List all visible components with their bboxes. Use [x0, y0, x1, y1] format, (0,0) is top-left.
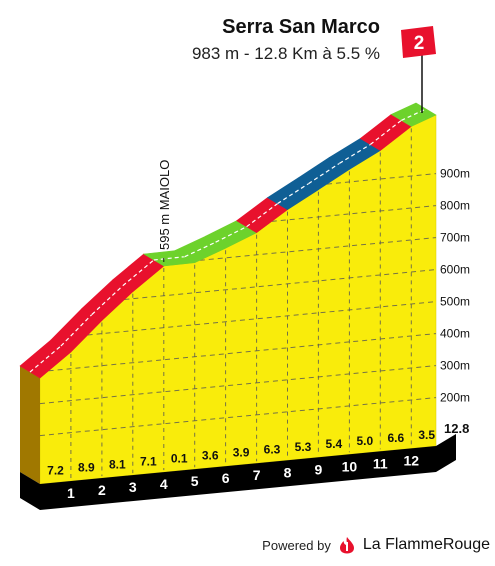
climb-title: Serra San Marco	[222, 16, 380, 38]
powered-by-text: Powered by	[262, 537, 331, 553]
road-centerline-11	[339, 143, 371, 164]
km-label-11: 11	[373, 455, 388, 471]
road-centerline-5	[153, 256, 185, 261]
elevation-axis: 200m 300m 400m 500m 600m 700m 800m 900m	[440, 167, 470, 405]
flag-banner	[401, 26, 436, 58]
flame-logo-icon	[339, 537, 354, 554]
elevation-tick-500m: 500m	[440, 295, 470, 309]
summit-flag: 2	[401, 26, 436, 113]
gradient-label-8: 6.3	[264, 443, 281, 457]
km-label-12: 12	[404, 452, 420, 468]
profile-top-surface	[19, 102, 437, 379]
km-label-8: 8	[284, 464, 292, 480]
flag-label: 2	[414, 33, 425, 54]
road-centerline-10	[308, 162, 340, 185]
gradient-label-10: 5.4	[326, 437, 343, 451]
km-label-4: 4	[160, 476, 168, 492]
gradient-label-11: 5.0	[356, 434, 373, 448]
km-label-6: 6	[222, 470, 230, 486]
gridline-400	[48, 333, 437, 372]
km-label-5: 5	[191, 473, 199, 489]
slope-segment-13	[390, 102, 437, 127]
gridline-500	[87, 301, 437, 336]
elevation-tick-400m: 400m	[440, 327, 470, 341]
gridline-300	[39, 365, 437, 405]
elevation-tick-200m: 200m	[440, 391, 470, 405]
km-label-9: 9	[315, 461, 323, 477]
km-label-10: 10	[342, 458, 358, 474]
gridline-900	[326, 173, 437, 185]
gradient-label-5: 0.1	[171, 452, 188, 466]
annotation: 595 m MAIOLO	[157, 160, 172, 262]
gradient-label-12: 6.6	[387, 431, 404, 445]
distance-label: 12.8	[444, 421, 469, 436]
road-centerline-7	[215, 226, 247, 243]
elevation-gridlines	[39, 128, 437, 479]
km-label-2: 2	[98, 482, 106, 498]
gridline-800	[271, 205, 437, 222]
elevation-tick-900m: 900m	[440, 167, 470, 181]
km-label-7: 7	[253, 467, 261, 483]
gradient-label-2: 8.9	[78, 461, 95, 475]
climb-subtitle: 983 m - 12.8 Km à 5.5 %	[191, 44, 380, 63]
road-centerline-3	[91, 285, 124, 315]
elevation-tick-700m: 700m	[440, 231, 470, 245]
road-centerline-9	[277, 183, 309, 205]
gradient-label-1: 7.2	[47, 464, 64, 478]
km-label-1: 1	[67, 485, 75, 501]
road-centerline-2	[60, 314, 93, 347]
gradient-label-9: 5.3	[295, 440, 312, 454]
elevation-tick-300m: 300m	[440, 359, 470, 373]
gradient-label-13: 3.5	[418, 428, 435, 442]
elevation-tick-600m: 600m	[440, 263, 470, 277]
start-face	[20, 366, 40, 484]
gridline-600	[124, 269, 437, 300]
brand-name: La FlammeRouge	[362, 536, 490, 553]
km-label-3: 3	[129, 479, 137, 495]
gridline-200	[39, 397, 437, 437]
annotation-text: 595 m MAIOLO	[157, 160, 172, 250]
gradient-labels: 7.2 8.9 8.1 7.1 0.1 3.6 3.9 6.3 5.3 5.4 5.0 6.6 3.5	[47, 428, 435, 478]
gradient-label-7: 3.9	[233, 446, 250, 460]
footer: Powered by La FlammeRouge	[262, 536, 490, 554]
gradient-label-3: 8.1	[109, 458, 126, 472]
elevation-tick-800m: 800m	[440, 199, 470, 213]
gradient-label-4: 7.1	[140, 455, 157, 469]
profile-fill-area	[20, 114, 437, 485]
axis-band	[20, 434, 456, 510]
gradient-label-6: 3.6	[202, 449, 219, 463]
road-centerline-6	[184, 241, 216, 258]
